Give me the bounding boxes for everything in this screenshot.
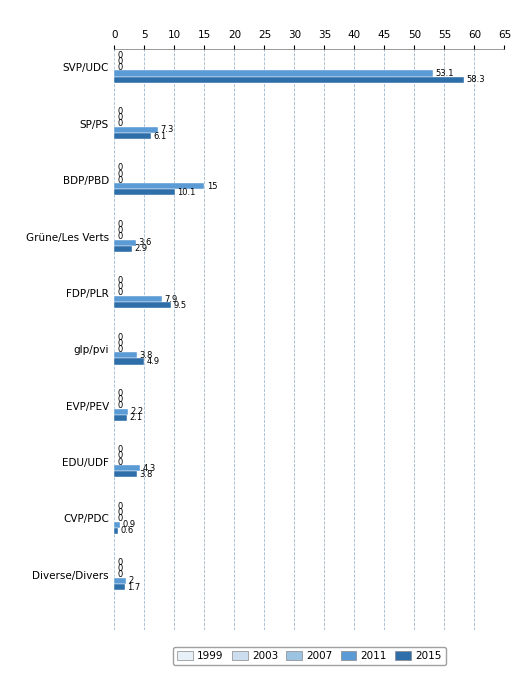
Bar — [114, 189, 175, 195]
Text: 0: 0 — [118, 169, 123, 178]
Text: 0: 0 — [118, 558, 123, 567]
Text: 3.8: 3.8 — [139, 470, 153, 479]
Bar — [114, 528, 118, 534]
Bar — [114, 578, 126, 584]
Text: 0.6: 0.6 — [121, 526, 134, 536]
Bar — [114, 409, 127, 415]
Text: 0: 0 — [118, 282, 123, 291]
Text: 0: 0 — [118, 220, 123, 229]
Text: 7.9: 7.9 — [164, 295, 177, 304]
Text: 6.1: 6.1 — [153, 132, 166, 141]
Text: 0: 0 — [118, 514, 123, 523]
Text: 2.1: 2.1 — [129, 414, 142, 422]
Text: 0: 0 — [118, 176, 123, 185]
Bar — [114, 183, 204, 189]
Text: 0: 0 — [118, 288, 123, 298]
Text: 0: 0 — [118, 163, 123, 172]
Text: 0: 0 — [118, 564, 123, 573]
Text: 0: 0 — [118, 339, 123, 348]
Bar — [114, 358, 144, 365]
Bar — [114, 71, 433, 76]
Text: 0: 0 — [118, 226, 123, 235]
Text: 0: 0 — [118, 50, 123, 60]
Bar — [114, 465, 140, 471]
Text: 0: 0 — [118, 570, 123, 580]
Text: 2.2: 2.2 — [130, 407, 143, 416]
Text: 10.1: 10.1 — [177, 188, 196, 197]
Bar — [114, 296, 162, 302]
Text: 4.3: 4.3 — [142, 463, 156, 473]
Bar — [114, 584, 125, 590]
Text: 2.9: 2.9 — [134, 244, 147, 253]
Text: 0: 0 — [118, 57, 123, 66]
Text: 0: 0 — [118, 276, 123, 285]
Bar — [114, 471, 137, 477]
Text: 0: 0 — [118, 119, 123, 128]
Text: 0: 0 — [118, 389, 123, 398]
Bar — [114, 302, 172, 308]
Text: 53.1: 53.1 — [435, 69, 454, 78]
Bar — [114, 522, 120, 528]
Text: 0: 0 — [118, 332, 123, 342]
Text: 1.7: 1.7 — [127, 582, 140, 592]
Text: 0: 0 — [118, 113, 123, 122]
Text: 0: 0 — [118, 107, 123, 116]
Text: 0: 0 — [118, 395, 123, 404]
Text: 0: 0 — [118, 232, 123, 241]
Bar — [114, 76, 464, 83]
Bar — [114, 246, 132, 252]
Text: 0: 0 — [118, 63, 123, 72]
Bar — [114, 352, 137, 358]
Text: 0: 0 — [118, 458, 123, 467]
Text: 3.8: 3.8 — [139, 351, 153, 360]
Text: 0: 0 — [118, 502, 123, 511]
Text: 0.9: 0.9 — [122, 520, 135, 529]
Text: 0: 0 — [118, 345, 123, 354]
Text: 15: 15 — [207, 182, 217, 191]
Bar — [114, 133, 151, 139]
Text: 3.6: 3.6 — [138, 238, 152, 247]
Text: 0: 0 — [118, 508, 123, 517]
Bar — [114, 415, 127, 421]
Text: 0: 0 — [118, 452, 123, 461]
Bar — [114, 239, 136, 246]
Bar — [114, 127, 158, 133]
Text: 4.9: 4.9 — [146, 357, 159, 366]
Text: 58.3: 58.3 — [466, 75, 485, 84]
Text: 2: 2 — [129, 577, 134, 585]
Legend: 1999, 2003, 2007, 2011, 2015: 1999, 2003, 2007, 2011, 2015 — [173, 647, 446, 665]
Text: 0: 0 — [118, 401, 123, 410]
Text: 9.5: 9.5 — [174, 301, 187, 309]
Text: 0: 0 — [118, 445, 123, 454]
Text: 7.3: 7.3 — [161, 125, 174, 134]
